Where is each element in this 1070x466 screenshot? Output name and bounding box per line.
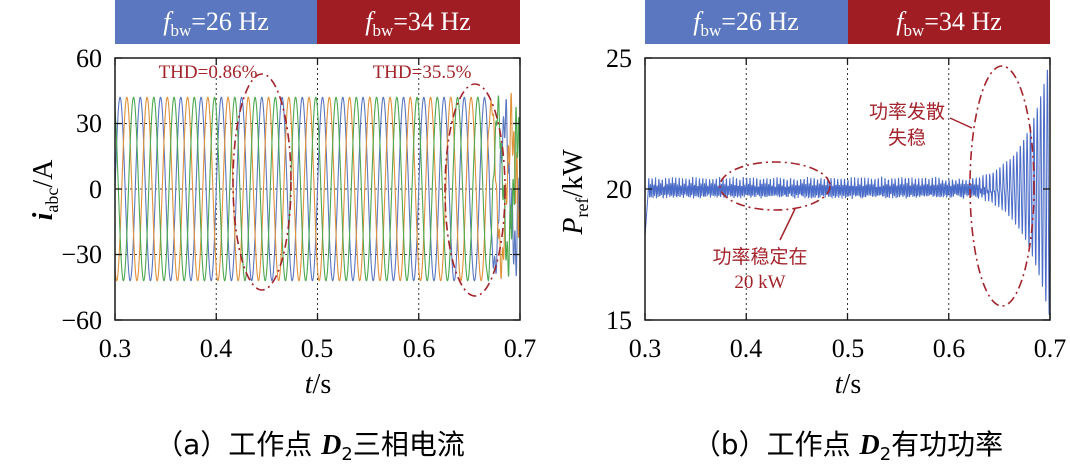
panel-a-ytick-label: −60 <box>61 306 102 335</box>
panel-a-caption: （a）工作点 D2三相电流 <box>155 428 465 465</box>
panel-a-thd-high-label: THD=35.5% <box>373 62 472 83</box>
panel-a-traces <box>114 92 521 282</box>
panel-b-stable-ellipse <box>719 161 831 211</box>
panel-b-diverge-label-line2: 失稳 <box>888 127 926 149</box>
panel-a-banner-low-label: fbw=26 Hz <box>163 7 269 40</box>
panel-b-stable-label-line2: 20 kW <box>734 272 785 293</box>
panel-a-banner-low <box>115 0 317 44</box>
panel-a-thd-high-ellipse <box>444 83 506 297</box>
panel-b-stable-leader <box>779 208 796 241</box>
panel-b-banner-low-label: fbw=26 Hz <box>693 7 799 40</box>
panel-b-ytick-label: 20 <box>606 175 632 204</box>
panel-b-ticks <box>644 57 1051 321</box>
panel-b-ytick-label: 15 <box>606 306 632 335</box>
panel-b-xtick-label: 0.5 <box>832 334 865 363</box>
panel-b: fbw=26 Hz fbw=34 Hz 25 20 15 0.3 0.4 0.5… <box>558 0 1066 465</box>
panel-b-xlabel: t/s <box>835 369 861 400</box>
panel-b-xtick-label: 0.6 <box>933 334 966 363</box>
panel-a-thd-low-ellipse <box>232 73 292 291</box>
panel-b-xtick-label: 0.4 <box>730 334 763 363</box>
panel-b-ytick-label: 25 <box>606 44 632 73</box>
panel-b-xtick-label: 0.7 <box>1034 334 1067 363</box>
panel-a-xtick-label: 0.3 <box>99 334 132 363</box>
panel-a-xtick-label: 0.4 <box>200 334 233 363</box>
panel-a-series-i_c <box>114 95 521 282</box>
panel-a-series-i_b <box>114 92 521 282</box>
panel-a-xlabel: t/s <box>305 369 331 400</box>
panel-b-banner-high <box>848 0 1050 44</box>
panel-a-ytick-label: 30 <box>76 109 102 138</box>
panel-b-traces <box>644 69 1051 315</box>
panel-a-xtick-label: 0.5 <box>301 334 334 363</box>
panel-b-series-P_ref <box>644 69 1051 315</box>
panel-b-diverge-leader <box>949 117 973 129</box>
panel-a-ytick-label: −30 <box>61 240 102 269</box>
panel-a-banner-high-label: fbw=34 Hz <box>365 7 471 40</box>
panel-b-xtick-label: 0.3 <box>629 334 662 363</box>
panel-b-stable-label-line1: 功率稳定在 <box>712 246 807 268</box>
panel-a-ytick-label: 0 <box>89 175 102 204</box>
panel-a-ytick-label: 60 <box>76 44 102 73</box>
panel-b-diverge-ellipse <box>969 65 1035 307</box>
panel-b-ylabel: Pref/kW <box>558 149 592 236</box>
panel-a-ticks <box>114 57 521 321</box>
panel-a: fbw=26 Hz fbw=34 Hz 60 30 0 −30 −60 0.3 … <box>28 0 536 465</box>
panel-a-thd-low-label: THD=0.86% <box>159 62 258 83</box>
panel-b-diverge-label-line1: 功率发散 <box>869 101 945 123</box>
panel-a-ylabel: iabc/A <box>28 159 62 221</box>
panel-a-xtick-label: 0.7 <box>504 334 537 363</box>
panel-b-banner-high-label: fbw=34 Hz <box>896 7 1002 40</box>
panel-b-banner-low <box>645 0 848 44</box>
panel-a-series-i_a <box>114 96 521 282</box>
panel-b-caption: （b）工作点 D2有功功率 <box>693 428 1003 465</box>
panel-a-banner-high <box>317 0 520 44</box>
panel-a-xtick-label: 0.6 <box>403 334 436 363</box>
